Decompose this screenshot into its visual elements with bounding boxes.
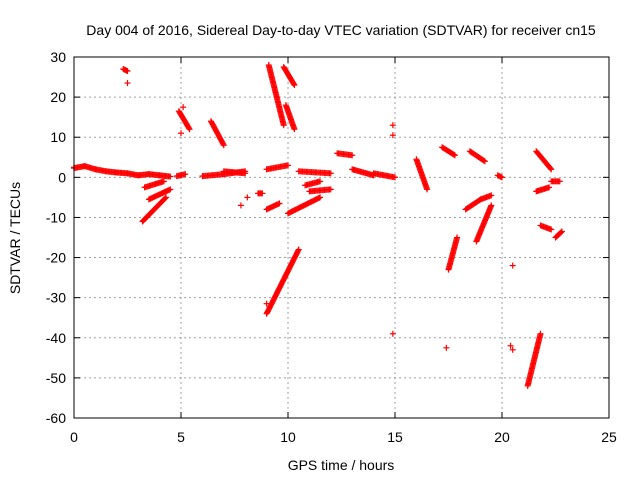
data-point xyxy=(509,346,516,353)
data-point xyxy=(295,246,302,253)
x-tick-label: 5 xyxy=(177,429,185,445)
data-point xyxy=(220,142,227,149)
y-tick-label: 20 xyxy=(50,89,66,105)
data-point xyxy=(178,130,184,137)
data-point xyxy=(186,126,193,133)
data-point xyxy=(558,228,565,235)
data-point xyxy=(259,190,266,197)
data-point xyxy=(443,344,450,351)
data-point xyxy=(389,330,396,337)
data-point xyxy=(480,157,487,164)
data-point xyxy=(285,162,291,169)
x-axis-label: GPS time / hours xyxy=(288,457,395,473)
data-point xyxy=(546,184,553,191)
data-point xyxy=(509,262,516,269)
data-point xyxy=(392,174,398,181)
y-tick-label: -60 xyxy=(46,410,66,426)
data-point xyxy=(451,152,458,159)
data-point xyxy=(317,194,324,201)
y-tick-label: -10 xyxy=(46,209,66,225)
data-point xyxy=(290,81,297,88)
data-point xyxy=(167,186,174,193)
data-point xyxy=(488,202,495,209)
data-point xyxy=(237,202,244,209)
data-point xyxy=(167,173,174,180)
data-point xyxy=(499,174,505,181)
data-point xyxy=(450,151,457,158)
y-tick-label: -20 xyxy=(46,250,66,266)
axis-ticks xyxy=(73,56,610,419)
data-point xyxy=(558,229,565,236)
data-point xyxy=(537,330,544,337)
x-tick-label: 0 xyxy=(70,429,78,445)
y-tick-label: 0 xyxy=(58,169,66,185)
data-points xyxy=(71,62,565,389)
data-point xyxy=(327,186,334,193)
y-tick-label: -30 xyxy=(46,290,66,306)
grid xyxy=(74,57,609,418)
data-point xyxy=(424,186,431,193)
data-point xyxy=(327,170,334,177)
x-tick-label: 10 xyxy=(280,429,296,445)
y-axis-label: SDTVAR / TECUs xyxy=(7,182,23,294)
data-point xyxy=(454,234,461,241)
data-point xyxy=(163,194,170,201)
data-point xyxy=(349,152,356,159)
data-point xyxy=(244,194,251,201)
data-point xyxy=(220,141,227,148)
data-point xyxy=(185,125,192,132)
data-point xyxy=(180,104,187,111)
x-tick-label: 25 xyxy=(601,429,617,445)
data-point xyxy=(124,68,131,75)
y-tick-label: 30 xyxy=(50,49,66,65)
chart-title: Day 004 of 2016, Sidereal Day-to-day VTE… xyxy=(86,22,596,38)
data-point xyxy=(547,165,554,172)
data-point xyxy=(548,226,555,233)
data-point xyxy=(162,195,169,202)
data-point xyxy=(182,171,189,178)
data-point xyxy=(160,178,167,185)
data-point xyxy=(276,200,283,207)
y-tick-label: -40 xyxy=(46,330,66,346)
data-point xyxy=(556,178,563,185)
data-point xyxy=(548,166,555,173)
x-tick-label: 20 xyxy=(494,429,510,445)
y-tick-label: -50 xyxy=(46,370,66,386)
plot-frame xyxy=(73,56,610,419)
data-point xyxy=(291,126,298,133)
data-point xyxy=(242,170,249,177)
y-tick-labels: -60 -50 -40 -30 -20 -10 0 10 20 30 xyxy=(46,49,66,426)
y-tick-label: 10 xyxy=(50,129,66,145)
data-point xyxy=(263,300,270,307)
data-point xyxy=(488,192,495,199)
data-point xyxy=(291,82,298,89)
x-tick-labels: 0 5 10 15 20 25 xyxy=(70,429,617,445)
data-point xyxy=(317,178,324,185)
data-point xyxy=(481,158,488,165)
data-point xyxy=(389,132,396,139)
x-tick-label: 15 xyxy=(387,429,403,445)
data-point xyxy=(280,122,287,129)
data-point xyxy=(124,80,131,87)
data-point xyxy=(507,342,514,349)
data-point xyxy=(389,122,396,129)
